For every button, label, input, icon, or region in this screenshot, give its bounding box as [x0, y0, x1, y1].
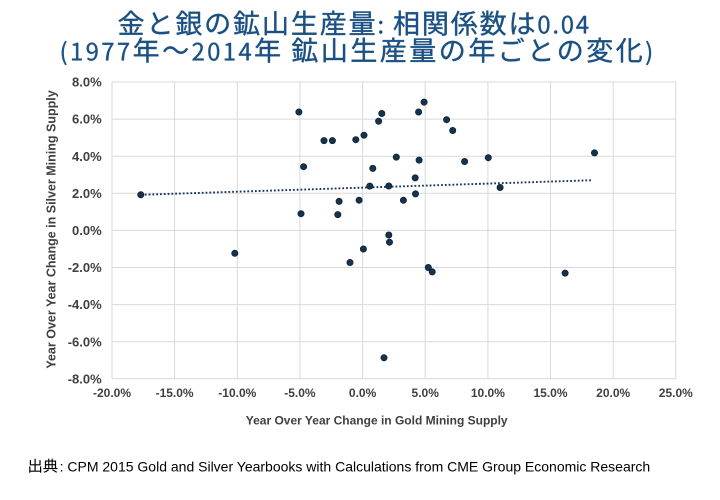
svg-text:5.0%: 5.0%: [412, 386, 440, 400]
svg-text:Year Over Year Change in Silve: Year Over Year Change in Silver Mining S…: [45, 90, 59, 368]
svg-text:25.0%: 25.0%: [659, 386, 693, 400]
svg-text:: CPM 2015 Gold and Silver Yea: : CPM 2015 Gold and Silver Yearbooks wit…: [60, 459, 651, 475]
svg-text:-15.0%: -15.0%: [156, 386, 194, 400]
svg-text:2.0%: 2.0%: [72, 186, 102, 201]
svg-text:-5.0%: -5.0%: [284, 386, 316, 400]
svg-text:-2.0%: -2.0%: [68, 260, 102, 275]
svg-text:4.0%: 4.0%: [72, 149, 102, 164]
svg-text:-6.0%: -6.0%: [68, 334, 102, 349]
svg-text:6.0%: 6.0%: [72, 112, 102, 127]
svg-text:Year Over Year Change in Gold: Year Over Year Change in Gold Mining Sup…: [246, 413, 508, 427]
svg-text:-10.0%: -10.0%: [218, 386, 256, 400]
svg-text:-4.0%: -4.0%: [68, 297, 102, 312]
svg-text:15.0%: 15.0%: [533, 386, 567, 400]
svg-text:8.0%: 8.0%: [72, 75, 102, 90]
svg-text:0.0%: 0.0%: [349, 386, 377, 400]
svg-text:-20.0%: -20.0%: [93, 386, 131, 400]
svg-text:20.0%: 20.0%: [596, 386, 630, 400]
svg-text:0.0%: 0.0%: [72, 223, 102, 238]
svg-text:10.0%: 10.0%: [471, 386, 505, 400]
svg-text:-8.0%: -8.0%: [68, 371, 102, 386]
